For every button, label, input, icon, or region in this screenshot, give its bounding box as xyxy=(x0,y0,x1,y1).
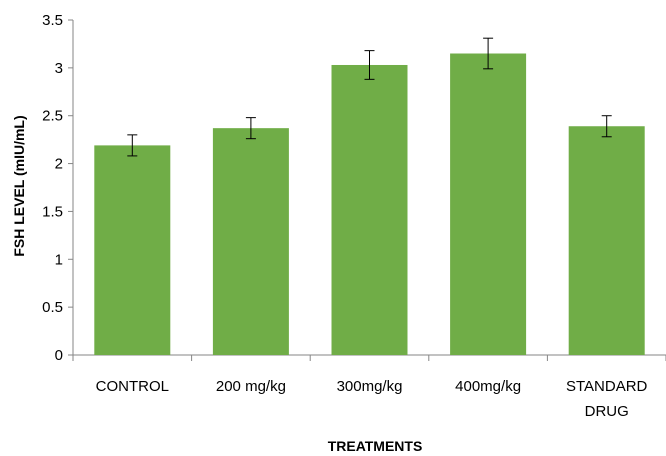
y-tick-label: 3.5 xyxy=(42,12,63,29)
x-axis-title: TREATMENTS xyxy=(328,438,423,454)
x-tick-label: STANDARD DRUG xyxy=(566,378,648,420)
bar xyxy=(212,128,289,355)
y-tick-label: 2 xyxy=(55,156,63,173)
y-axis-title: FSH LEVEL (mIU/mL) xyxy=(11,115,27,256)
x-axis: CONTROL 200 mg/kg 300mg/kg 400mg/kg STANDARD… xyxy=(72,354,666,420)
y-tick-label: 3 xyxy=(55,60,63,77)
y-tick-label: 0 xyxy=(55,347,63,364)
y-tick-label: 0.5 xyxy=(42,299,63,316)
bar xyxy=(331,64,408,355)
y-tick-label: 2.5 xyxy=(42,108,63,125)
bars xyxy=(94,53,645,355)
x-tick-label: 200 mg/kg xyxy=(216,378,286,395)
x-tick-label: 300mg/kg xyxy=(337,378,403,395)
bar xyxy=(94,145,171,355)
y-tick-label: 1 xyxy=(55,251,63,268)
bar xyxy=(568,126,645,355)
x-tick-label: 400mg/kg xyxy=(455,378,521,395)
y-tick-label: 1.5 xyxy=(42,203,63,220)
error-bars xyxy=(127,37,612,157)
y-axis: 0 0.5 1 1.5 2 2.5 3 3.5 xyxy=(42,12,74,364)
bar xyxy=(450,53,527,355)
x-tick-label: CONTROL xyxy=(96,378,169,395)
